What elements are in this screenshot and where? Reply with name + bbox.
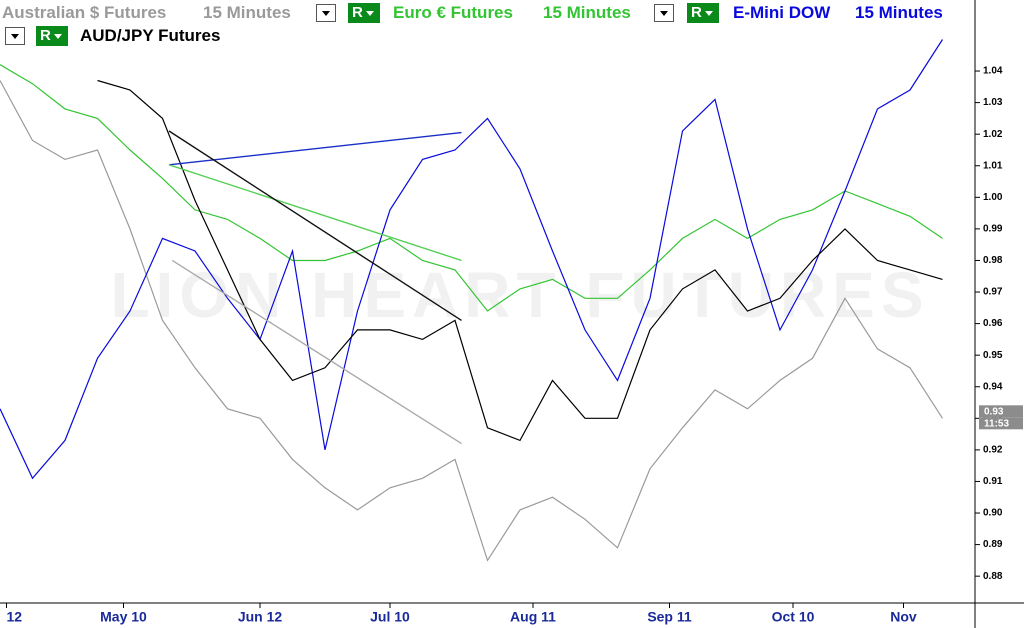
series-interval: 15 Minutes [855, 3, 943, 22]
y-tick-label: 0.88 [983, 571, 1003, 582]
dropdown[interactable] [654, 4, 674, 22]
x-tick-label: Sep 11 [647, 609, 692, 625]
series-name: Australian $ Futures [2, 3, 167, 22]
series-name: E-Mini DOW [733, 3, 831, 22]
series-line [0, 39, 944, 480]
y-tick-label: 0.99 [983, 224, 1003, 235]
y-tick-label: 0.97 [983, 287, 1003, 298]
series-name: Euro € Futures [393, 3, 513, 22]
y-tick-label: 0.96 [983, 318, 1003, 329]
y-tick-label: 1.03 [983, 97, 1003, 108]
series-name: AUD/JPY Futures [80, 26, 221, 45]
time-tag-label: 11:53 [984, 418, 1009, 429]
y-tick-label: 0.91 [983, 476, 1003, 487]
x-tick-label: 12 [7, 609, 23, 625]
x-tick-label: Jul 10 [370, 609, 410, 625]
dropdown[interactable] [316, 4, 336, 22]
x-tick-label: Aug 11 [510, 609, 556, 625]
trend-line [168, 164, 462, 262]
price-tag-label: 0.93 [984, 406, 1004, 417]
y-tick-label: 0.95 [983, 350, 1003, 361]
series-interval: 15 Minutes [543, 3, 631, 22]
trend-line [171, 259, 462, 445]
y-tick-label: 1.02 [983, 129, 1003, 140]
y-tick-label: 0.92 [983, 445, 1003, 456]
y-tick-label: 1.00 [983, 192, 1003, 203]
time-tag [979, 417, 1023, 430]
watermark: LION HEART FUTURES [110, 259, 929, 331]
r-button[interactable]: R [348, 3, 380, 23]
series-line [0, 80, 944, 562]
y-tick-label: 0.89 [983, 539, 1003, 550]
trend-line [168, 130, 462, 322]
y-tick-label: 1.04 [983, 66, 1003, 77]
x-tick-label: Jun 12 [238, 609, 283, 625]
y-tick-label: 0.90 [983, 508, 1003, 519]
series-line [97, 79, 943, 442]
y-tick-label: 0.98 [983, 255, 1003, 266]
r-button[interactable]: R [36, 26, 68, 46]
y-tick-label: 1.01 [983, 160, 1003, 171]
x-tick-label: May 10 [100, 609, 147, 625]
y-tick-label: 0.94 [983, 381, 1003, 392]
x-tick-label: Oct 10 [772, 609, 815, 625]
r-button[interactable]: R [687, 3, 719, 23]
series-interval: 15 Minutes [203, 3, 291, 22]
series-line [0, 64, 943, 312]
price-tag [979, 405, 1023, 418]
trend-line [168, 131, 462, 166]
x-tick-label: Nov [890, 609, 917, 625]
dropdown[interactable] [5, 27, 25, 45]
